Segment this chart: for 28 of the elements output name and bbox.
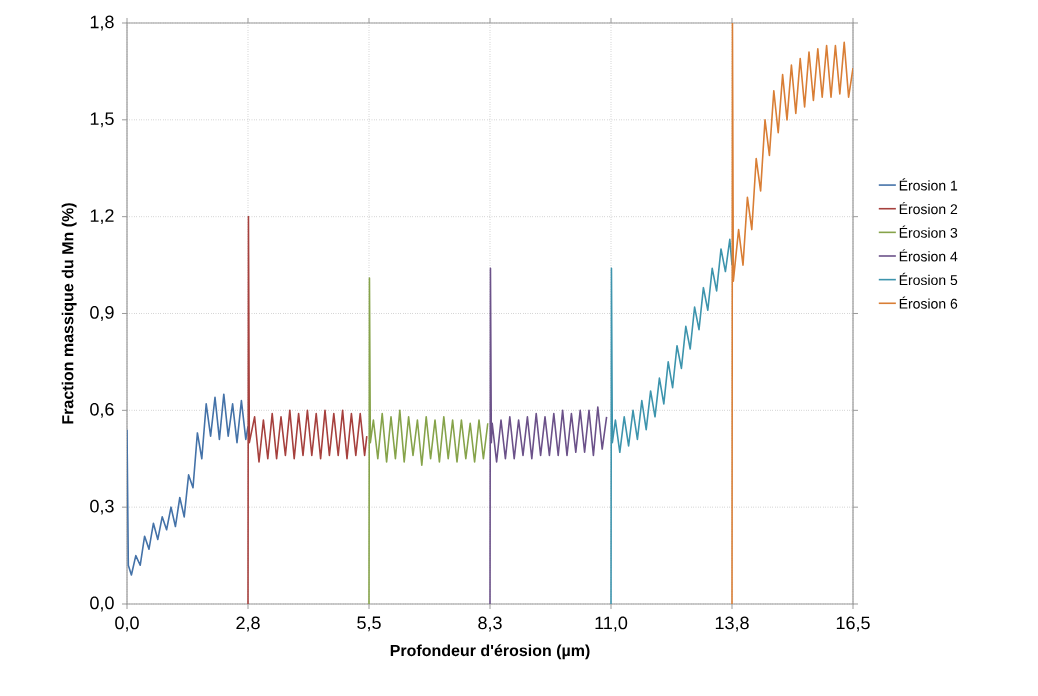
y-tick-label: 1,5 (90, 112, 114, 128)
x-tick-label: 0,0 (115, 616, 139, 632)
y-tick-label: 0,9 (90, 306, 114, 321)
legend-label: Érosion 4 (899, 249, 958, 262)
x-tick-label: 16,5 (836, 616, 870, 632)
y-tick-label: 0,0 (90, 596, 114, 612)
line-series (247, 215, 368, 604)
line-series (489, 267, 608, 604)
x-axis-title: Profondeur d'érosion (µm) (390, 644, 590, 660)
x-tick-label: 2,8 (236, 616, 260, 632)
line-series (368, 277, 489, 604)
line-series (127, 393, 249, 576)
legend-label: Érosion 2 (899, 201, 958, 215)
y-tick-label: 0,3 (90, 499, 114, 515)
y-tick-label: 1,8 (90, 15, 114, 31)
legend-label: Érosion 3 (899, 225, 958, 238)
line-series (610, 238, 733, 604)
y-tick-label: 0,6 (90, 402, 114, 418)
x-tick-label: 5,5 (357, 616, 381, 632)
legend-label: Érosion 1 (899, 178, 958, 191)
y-tick-label: 1,2 (90, 209, 114, 225)
x-tick-label: 13,8 (715, 616, 749, 632)
legend-label: Érosion 6 (899, 296, 958, 309)
x-tick-label: 8,3 (478, 616, 502, 632)
legend-label: Érosion 5 (899, 272, 958, 286)
x-tick-label: 11,0 (595, 616, 628, 632)
y-axis-title: Fraction massique du Mn (%) (61, 203, 77, 424)
line-series (731, 22, 854, 604)
